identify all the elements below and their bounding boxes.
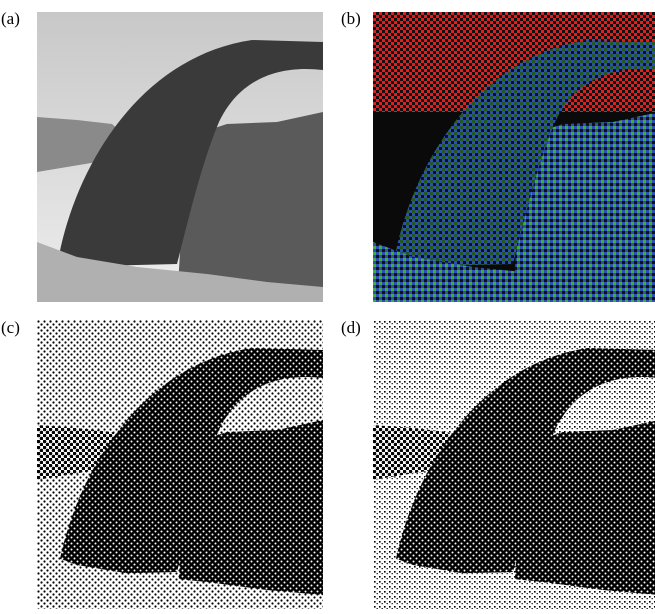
panel-b: (b) [341,9,655,302]
panel-a: (a) [1,9,323,302]
panel-d: (d) [341,318,655,609]
panel-label: (b) [341,9,361,28]
panel-label: (c) [1,318,20,337]
panel-c: (c) [1,318,323,609]
panel-label: (d) [341,318,361,337]
panel-label: (a) [1,9,20,28]
figure: (a) (b) (c) (d) [0,0,655,609]
